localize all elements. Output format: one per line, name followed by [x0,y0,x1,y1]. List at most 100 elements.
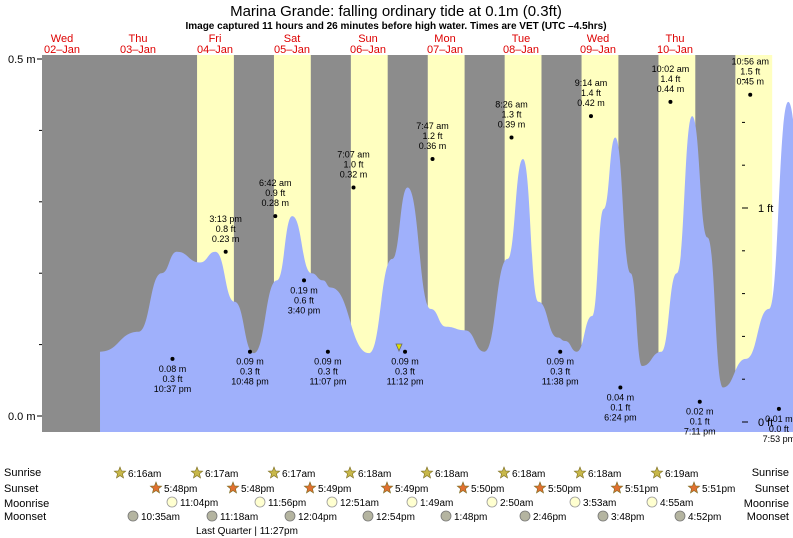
sunset-time: 5:50pm [471,484,504,495]
extreme-label: 0.32 m [340,170,368,180]
moonset-icon [440,510,452,522]
day-of-week: Sun [358,33,378,45]
extreme-label: 3:13 pm [209,214,242,224]
sunset-icon [533,481,547,494]
extreme-label: 7:11 pm [684,427,716,437]
day-date: 02–Jan [44,44,80,56]
y-tick-label-m: 0.0 m [8,411,36,423]
moonrise-time: 1:49am [420,498,453,509]
moonset-time: 3:48pm [611,512,644,523]
extreme-point [302,278,307,283]
extreme-high: 10:56 am1.5 ft0.45 m [731,57,769,97]
sunrise-icon [420,466,434,479]
moonset-time: 12:04pm [298,512,337,523]
extreme-label: 0.36 m [419,141,447,151]
extreme-low: 0.04 m0.1 ft6:24 pm [604,385,637,422]
day-date: 09–Jan [580,44,616,56]
moonrise-icon [254,496,266,508]
extreme-label: 1.4 ft [581,88,602,98]
sunset-time: 5:51pm [702,484,735,495]
extreme-label: 7:53 pm [763,434,793,444]
current-level-marker [395,343,403,353]
sunrise-time: 6:17am [205,469,238,480]
moonrise-time: 2:50am [500,498,533,509]
extreme-point [273,214,278,219]
moonrise-time: 4:55am [660,498,693,509]
extreme-label: 0.42 m [577,98,605,108]
sunrise-icon [190,466,204,479]
extreme-label: 0.3 ft [395,367,416,377]
moonset-icon [597,510,609,522]
moonrise-time: 12:51am [340,498,379,509]
sunrise-icon [267,466,281,479]
extreme-label: 1.4 ft [660,74,681,84]
sunset-time: 5:48pm [164,484,197,495]
day-of-week: Thu [666,33,685,45]
day-date: 06–Jan [350,44,386,56]
y-tick-label-m: 0.5 m [8,54,36,66]
extreme-label: 1.2 ft [423,131,444,141]
extreme-label: 0.0 ft [769,424,790,434]
extreme-high: 10:02 am1.4 ft0.44 m [652,64,689,104]
sunset-icon [226,481,240,494]
moonset-icon [674,510,686,522]
extreme-label: 0.44 m [657,84,685,94]
extreme-label: 0.9 ft [265,188,286,198]
moonset-icon [127,510,139,522]
extreme-point [170,356,175,361]
extreme-point [697,399,702,404]
day-of-week: Fri [209,33,222,45]
sunrise-time: 6:17am [282,469,315,480]
extreme-label: 0.09 m [236,357,264,367]
sunrise-icon [650,466,664,479]
day-of-week: Mon [434,33,455,45]
extreme-label: 0.02 m [686,407,714,417]
extreme-label: 1.3 ft [502,110,523,120]
extreme-label: 8:26 am [495,100,528,110]
extreme-label: 0.23 m [212,234,240,244]
extreme-point [223,249,228,254]
chart-subtitle: Image captured 11 hours and 26 minutes b… [185,21,606,32]
sunset-icon [380,481,394,494]
extreme-label: 0.09 m [314,357,342,367]
extreme-low: 0.19 m0.6 ft3:40 pm [288,278,321,315]
extreme-label: 0.3 ft [162,374,183,384]
extreme-label: 0.1 ft [690,417,711,427]
moonset-time: 10:35am [141,512,180,523]
row-label-right: Sunset [755,483,789,495]
extreme-point [430,156,435,161]
extreme-label: 0.04 m [607,392,635,402]
tide-curve [100,101,793,432]
tide-area [100,101,793,432]
sunset-time: 5:49pm [395,484,428,495]
sunset-icon [303,481,317,494]
y-tick-label-ft: 1 ft [758,203,773,215]
day-date: 04–Jan [197,44,233,56]
axes: 0.5 m 0.0 m 1 ft 0 ft [8,54,773,429]
moon-phase: Last Quarter | 11:27pm [196,526,298,537]
moonset-time: 4:52pm [688,512,721,523]
sunrise-icon [343,466,357,479]
day-of-week: Thu [129,33,148,45]
extreme-label: 0.3 ft [318,367,339,377]
extreme-point [748,92,753,97]
extreme-label: 6:24 pm [604,412,637,422]
extreme-point [247,349,252,354]
extreme-label: 7:47 am [416,121,449,131]
extreme-label: 0.3 ft [550,367,571,377]
sunrise-time: 6:19am [665,469,698,480]
sunset-icon [456,481,470,494]
extreme-label: 1.0 ft [344,160,365,170]
sunrise-icon [113,466,127,479]
moonrise-time: 11:04pm [180,498,218,509]
extreme-label: 0.3 ft [240,367,261,377]
day-of-week: Tue [512,33,531,45]
sunset-time: 5:48pm [241,484,274,495]
extreme-label: 3:40 pm [288,305,321,315]
